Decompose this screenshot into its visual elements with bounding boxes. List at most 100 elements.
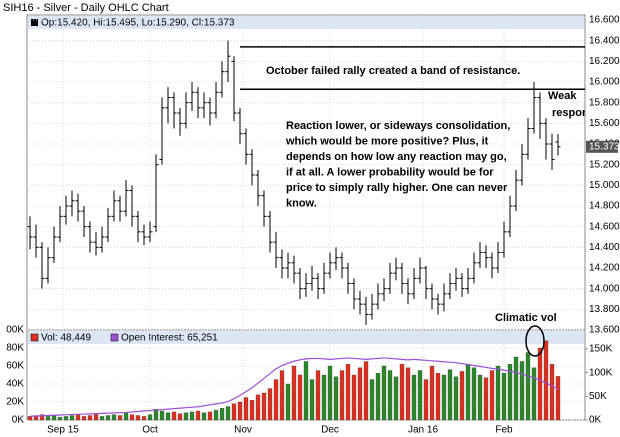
volume-bar <box>477 374 483 421</box>
annotations: October failed rally created a band of r… <box>266 65 601 210</box>
volume-bar <box>75 414 81 421</box>
oi-legend: Open Interest: 65,251 <box>121 333 218 344</box>
x-tick-label: Nov <box>234 425 252 436</box>
x-tick-label: Dec <box>321 425 339 436</box>
vol-tick-label: 40K <box>6 379 24 390</box>
volume-bar <box>363 361 369 421</box>
volume-bar <box>69 415 75 421</box>
price-legend-band <box>28 16 584 29</box>
volume-bar <box>555 376 561 421</box>
volume-bar <box>261 392 267 421</box>
volume-bar <box>141 416 147 421</box>
volume-bar <box>321 374 327 421</box>
y-tick-label: 14.600 <box>589 221 620 232</box>
last-price-label: 15.373 <box>589 141 620 152</box>
volume-bar <box>405 367 411 421</box>
annotation-ellipse <box>525 325 545 357</box>
annotation: know. <box>286 197 317 209</box>
volume-bar <box>213 409 219 421</box>
volume-bar <box>219 408 225 421</box>
volume-bar <box>57 417 63 421</box>
volume-bar <box>237 401 243 421</box>
volume-bar <box>189 411 195 421</box>
volume-bar <box>207 411 213 421</box>
volume-legend: Vol: 48,449 <box>41 333 91 344</box>
x-tick-label: Oct <box>142 425 158 436</box>
x-tick-label: Feb <box>495 425 513 436</box>
annotation: depends on how low any reaction may go, <box>286 151 507 163</box>
y-tick-label: 15.000 <box>589 180 620 191</box>
volume-bar <box>27 416 33 421</box>
last-price-box <box>586 140 618 153</box>
volume-bar <box>423 379 429 421</box>
volume-bar <box>411 374 417 421</box>
annotation: response <box>552 107 601 119</box>
volume-bar <box>111 414 117 421</box>
volume-bar <box>543 340 549 421</box>
y-tick-label: 16.000 <box>589 77 620 88</box>
volume-bar <box>297 374 303 421</box>
volume-legend-swatch <box>30 333 39 342</box>
volume-bar <box>267 388 273 421</box>
volume-bar <box>507 364 513 421</box>
volume-bar <box>279 370 285 421</box>
volume-bar <box>417 370 423 421</box>
chart-title: SIH16 - Silver - Daily OHLC Chart <box>3 2 169 14</box>
volume-bar <box>441 374 447 421</box>
volume-bar <box>177 413 183 421</box>
volume-bar <box>375 373 381 421</box>
volume-bar <box>345 364 351 421</box>
volume-bar <box>303 361 309 421</box>
y-tick-label: 14.800 <box>589 201 620 212</box>
plot-layer: 13.600 13.800 14.000 14.200 14.400 14.600 14.8… <box>6 15 620 436</box>
volume-bar <box>99 416 105 421</box>
volume-bar <box>369 379 375 421</box>
y-tick-label: 14.200 <box>589 263 620 274</box>
vol-tick-label: 60K <box>6 361 24 372</box>
vol-tick-label: 80K <box>6 343 24 354</box>
volume-bar <box>165 412 171 421</box>
volume-bar <box>201 412 207 421</box>
volume-bar <box>51 415 57 421</box>
volume-bar <box>429 365 435 421</box>
volume-bar <box>159 410 165 421</box>
volume-bar <box>333 376 339 421</box>
annotation: price to simply rally higher. One can ne… <box>286 182 508 194</box>
volume-bar <box>387 370 393 421</box>
volume-bar <box>153 409 159 421</box>
y-tick-label: 16.200 <box>589 56 620 67</box>
volume-bar <box>39 414 45 421</box>
vol-tick-label: 20K <box>6 397 24 408</box>
volume-bar <box>549 364 555 421</box>
volume-bar <box>393 376 399 421</box>
volume-bar <box>381 365 387 421</box>
annotation: which would be more positive? Plus, it <box>285 135 489 147</box>
open-interest-line <box>29 357 559 417</box>
annotation: if at all. A lower probability would be … <box>286 166 494 178</box>
y-tick-label: 14.400 <box>589 242 620 253</box>
y2-tick-label: 0K <box>589 415 602 426</box>
volume-bar <box>249 400 255 421</box>
volume-bar <box>243 397 249 421</box>
volume-bar <box>531 367 537 421</box>
annotation: Weak <box>548 90 577 102</box>
volume-bar <box>339 370 345 421</box>
volume-bar <box>435 373 441 421</box>
annotation: October failed rally created a band of r… <box>266 65 520 77</box>
oi-legend-swatch <box>110 333 119 342</box>
y-tick-label: 15.600 <box>589 118 620 129</box>
y-tick-label: 14.000 <box>589 283 620 294</box>
y2-tick-label: 50K <box>589 391 607 402</box>
volume-bar <box>87 415 93 421</box>
volume-bar <box>285 383 291 421</box>
volume-bar <box>225 406 231 421</box>
annotation: Reaction lower, or sideways consolidatio… <box>286 120 510 132</box>
volume-bar <box>81 416 87 421</box>
volume-bar <box>459 371 465 421</box>
vol-tick-label: 00K <box>6 325 24 336</box>
price-legend-swatch <box>31 19 38 26</box>
volume-bar <box>327 365 333 421</box>
volume-bar <box>453 376 459 421</box>
y2-tick-label: 150K <box>589 344 613 355</box>
